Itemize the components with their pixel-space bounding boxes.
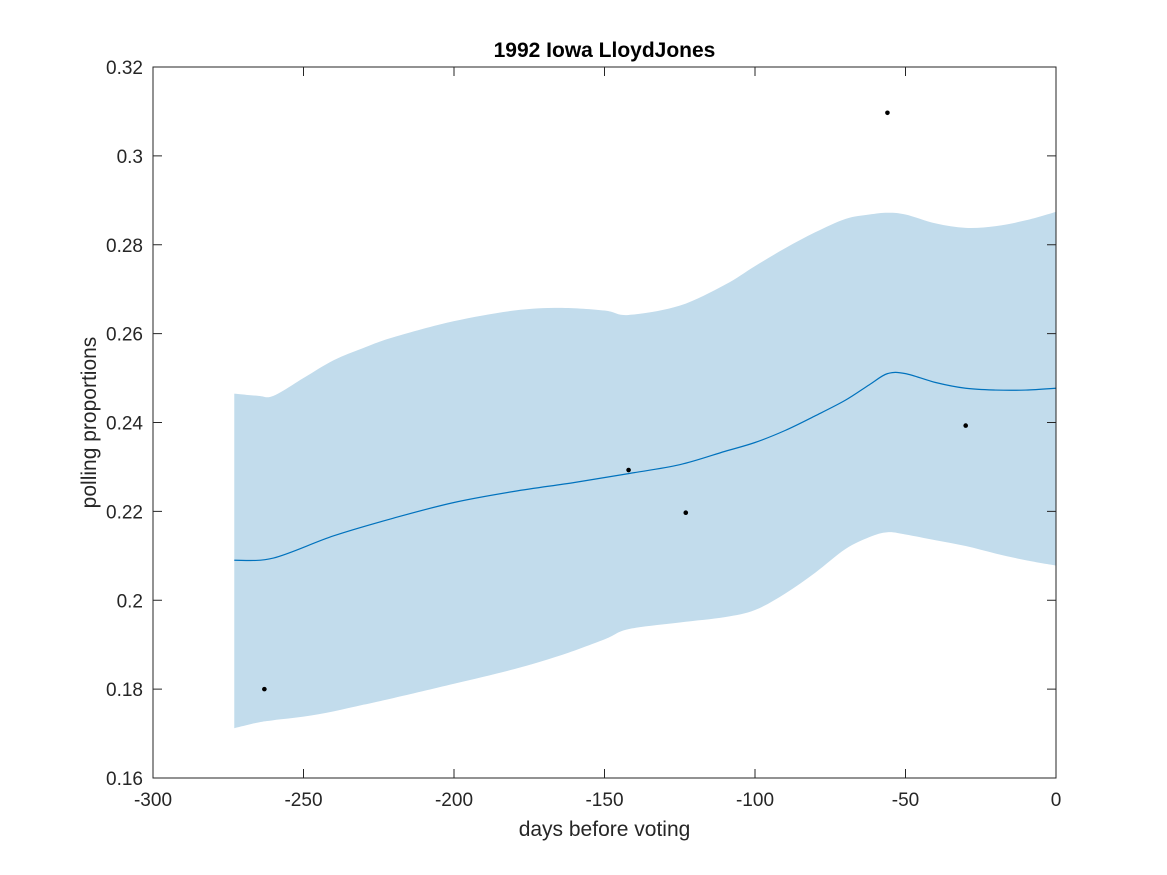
chart-title: 1992 Iowa LloydJones [494, 39, 716, 62]
x-tick-label: -100 [736, 790, 774, 811]
poll-point [885, 110, 890, 116]
x-tick-label: 0 [1051, 790, 1062, 811]
confidence-band-layer [234, 211, 1056, 729]
poll-points-layer [262, 110, 968, 692]
poll-point [683, 510, 689, 516]
confidence-band [234, 211, 1056, 729]
y-axis-label: polling proportions [78, 337, 101, 509]
poll-point [626, 467, 631, 473]
y-tick-label: 0.32 [106, 58, 143, 79]
poll-point [262, 686, 267, 692]
x-tick-label: -300 [134, 790, 172, 811]
x-tick-label: -250 [284, 790, 322, 811]
x-axis: -300 -250 -200 -150 -100 -50 0 [134, 67, 1061, 811]
trend-line-layer [234, 371, 1057, 562]
y-tick-label: 0.16 [106, 769, 143, 790]
y-tick-label: 0.24 [106, 414, 143, 435]
y-tick-label: 0.26 [106, 325, 143, 346]
y-tick-label: 0.18 [106, 680, 143, 701]
x-tick-label: -150 [585, 790, 623, 811]
x-tick-label: -200 [435, 790, 473, 811]
y-tick-label: 0.2 [117, 591, 143, 612]
poll-point [963, 423, 968, 428]
y-tick-label: 0.3 [117, 147, 143, 168]
y-tick-label: 0.22 [106, 502, 143, 523]
x-axis-label: days before voting [519, 818, 691, 841]
trend-line [234, 371, 1057, 562]
y-tick-label: 0.28 [106, 236, 143, 257]
x-tick-label: -50 [892, 790, 919, 811]
y-axis: 0.16 0.18 0.2 0.22 0.24 0.26 0.28 0.3 0.32 [106, 58, 1056, 790]
